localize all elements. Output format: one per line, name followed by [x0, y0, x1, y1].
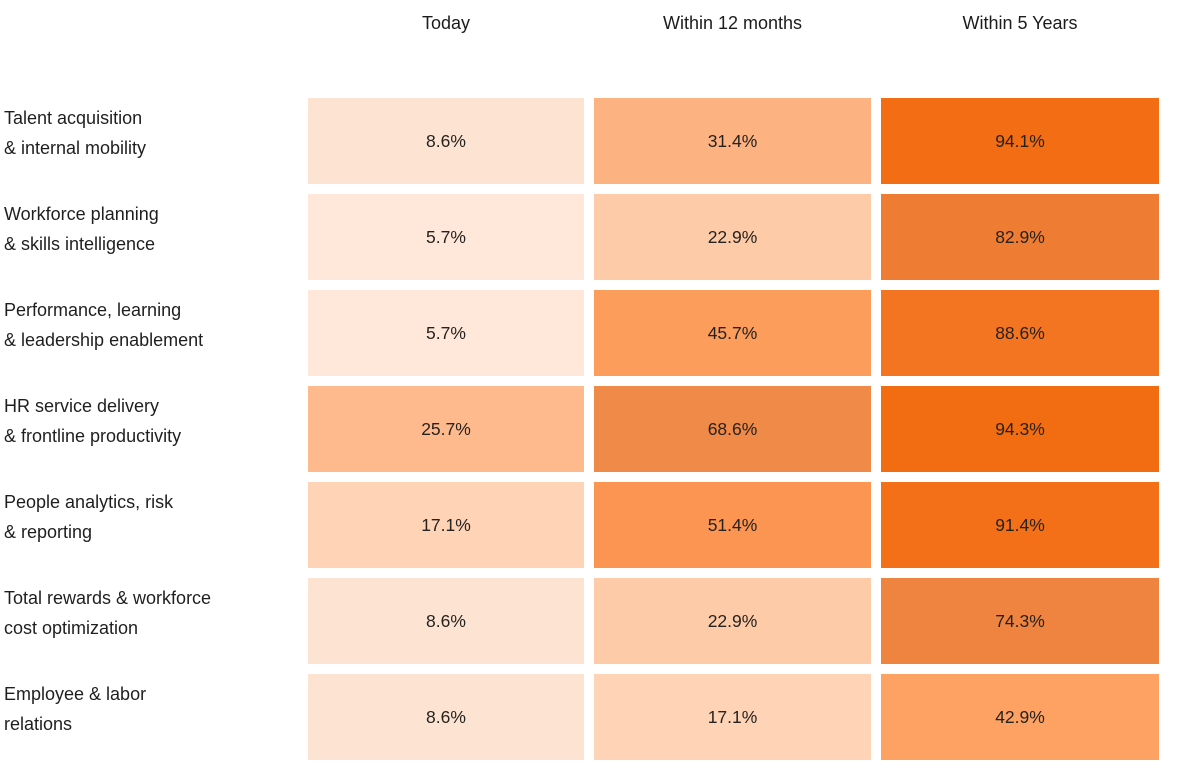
heatmap-cell: 22.9%: [594, 194, 871, 280]
heatmap-cell: 8.6%: [308, 578, 584, 664]
heatmap-cell: 42.9%: [881, 674, 1159, 760]
row-label-workforce-planning: Workforce planning & skills intelligence: [4, 204, 159, 254]
heatmap-cell: 82.9%: [881, 194, 1159, 280]
heatmap-cell: 17.1%: [594, 674, 871, 760]
heatmap-cell: 94.3%: [881, 386, 1159, 472]
heatmap-cell: 8.6%: [308, 98, 584, 184]
row-label-total-rewards: Total rewards & workforce cost optimizat…: [4, 588, 212, 638]
column-header-within-12-months: Within 12 months: [662, 13, 803, 33]
heatmap-cell: 31.4%: [594, 98, 871, 184]
heatmap-cell: 91.4%: [881, 482, 1159, 568]
row-label-people-analytics: People analytics, risk & reporting: [4, 492, 174, 542]
row-label-talent-acquisition: Talent acquisition & internal mobility: [4, 108, 147, 158]
heatmap-cell: 74.3%: [881, 578, 1159, 664]
row-label-hr-service-delivery: HR service delivery & frontline producti…: [4, 396, 182, 446]
column-header-today: Today: [421, 13, 471, 33]
heatmap-cell: 88.6%: [881, 290, 1159, 376]
row-label-performance-learning: Performance, learning & leadership enabl…: [4, 300, 204, 350]
heatmap-cell: 94.1%: [881, 98, 1159, 184]
header-corner-spacer: [4, 2, 298, 40]
row-label-employee-labor-relations: Employee & labor relations: [4, 684, 147, 734]
heatmap-cell: 8.6%: [308, 674, 584, 760]
heatmap-cell: 22.9%: [594, 578, 871, 664]
heatmap-cell: 25.7%: [308, 386, 584, 472]
heatmap-cell: 5.7%: [308, 194, 584, 280]
heatmap-cell: 68.6%: [594, 386, 871, 472]
column-header-within-5-years: Within 5 Years: [962, 13, 1078, 33]
heatmap-cell: 45.7%: [594, 290, 871, 376]
heatmap-cell: 5.7%: [308, 290, 584, 376]
heatmap-cell: 51.4%: [594, 482, 871, 568]
heatmap-cell: 17.1%: [308, 482, 584, 568]
